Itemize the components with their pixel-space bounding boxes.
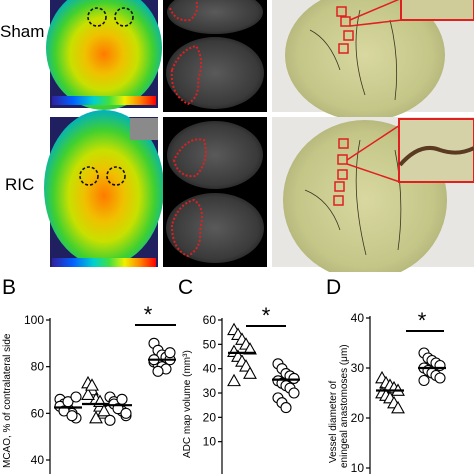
chart-panel-d: Vessel diameter of eningeal anastomoses … (328, 308, 446, 474)
data-point (164, 347, 176, 359)
y-tick-label: 80 (31, 360, 45, 374)
brain-photo-sham (272, 0, 474, 121)
plot-area: 10 20 30 40 50 60 * (203, 303, 300, 474)
y-tick-label: 100 (24, 313, 44, 327)
roi-circle (106, 166, 126, 186)
mri-ric (163, 117, 267, 267)
y-tick-label: 30 (351, 361, 365, 375)
data-point (70, 391, 82, 403)
y-tick-label: 20 (351, 411, 365, 425)
data-point (227, 373, 241, 387)
data-point (66, 410, 78, 422)
significance-star: * (144, 302, 153, 327)
y-tick-label: 40 (203, 362, 217, 376)
significance-star: * (418, 308, 427, 333)
y-axis-label: MCAO, % of contralateral side (2, 333, 13, 468)
color-scale-bar (52, 258, 156, 267)
data-point (89, 410, 103, 424)
data-point (288, 372, 300, 384)
y-tick-label: 10 (203, 435, 217, 449)
roi-circle (87, 7, 107, 27)
y-tick-label: 40 (31, 453, 45, 467)
significance-star: * (262, 303, 271, 328)
panel-letter-b: B (2, 276, 17, 299)
y-tick-label: 30 (203, 386, 217, 400)
row-label-ric: RIC (5, 175, 35, 194)
zoom-inset (400, 0, 474, 21)
panel-letter-c: C (178, 276, 194, 299)
heatmap-ric (44, 110, 164, 267)
roi-circle (114, 7, 134, 27)
chart-panel-b: MCAO, % of contralateral side 40 60 80 100 * (2, 302, 176, 474)
data-point (288, 387, 300, 399)
lesion-outline (170, 198, 203, 258)
lesion-outline (172, 138, 207, 178)
heatmap-sham (46, 0, 162, 110)
y-axis-label-line-1: Vessel diameter of (328, 381, 339, 463)
mri-sham (163, 0, 267, 112)
roi-circle (79, 166, 99, 186)
data-point (85, 378, 99, 391)
data-point (104, 414, 116, 426)
data-point (81, 387, 95, 401)
y-tick-label: 60 (203, 313, 217, 327)
data-point (116, 393, 128, 405)
lesion-outline (170, 44, 202, 106)
panel-letter-d: D (326, 276, 342, 299)
data-point (243, 342, 257, 355)
data-point (418, 374, 430, 387)
lesion-outline (169, 0, 199, 22)
chart-panel-c: ADC map volume (mm³) 10 20 30 40 50 60 * (182, 303, 300, 474)
y-tick-label: 20 (203, 410, 217, 424)
data-point (120, 407, 132, 419)
brain-photo-ric (272, 117, 474, 272)
y-tick-label: 40 (351, 311, 365, 325)
y-axis-label: ADC map volume (mm³) (182, 350, 193, 458)
color-scale-bar (52, 96, 156, 105)
data-point (152, 365, 164, 377)
y-axis-label-line-2: eningeal anastomoses (μm) (339, 344, 350, 468)
y-tick-label: 50 (203, 337, 217, 351)
panel-a-image-grid (44, 0, 474, 272)
row-label-sham: Sham (0, 22, 45, 41)
y-tick-label: 10 (351, 461, 365, 474)
y-tick-label: 60 (31, 406, 45, 420)
plot-area: 40 60 80 100 * (24, 302, 176, 474)
plot-area: 10 20 30 40 * (351, 308, 446, 474)
data-point (434, 372, 446, 384)
data-point (97, 403, 111, 417)
data-point (243, 366, 257, 379)
data-point (391, 400, 405, 414)
data-point (280, 402, 292, 414)
